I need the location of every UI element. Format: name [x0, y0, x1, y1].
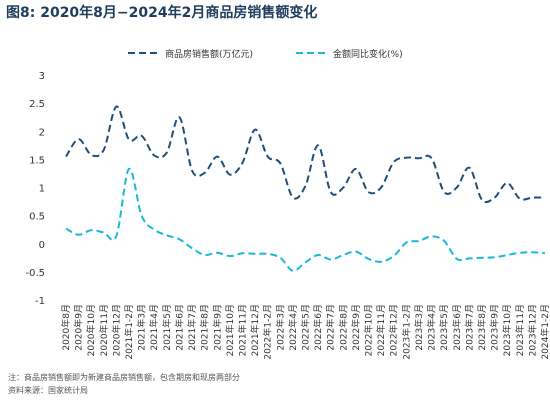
- x-tick-label: 2022年5月: [300, 304, 312, 351]
- x-tick-label: 2021年12月: [249, 304, 261, 356]
- y-tick-label: 1: [39, 184, 45, 195]
- x-tick-label: 2023年3月: [413, 304, 425, 351]
- x-tick-label: 2022年12月: [388, 304, 400, 356]
- chart-axes: -1 -0.5 0 0.5 1 1.5 2 2.5 3: [25, 71, 45, 307]
- y-tick-label: 3: [39, 71, 45, 82]
- x-tick-label: 2021年11月: [236, 304, 248, 356]
- y-tick-label: 1.5: [29, 155, 45, 166]
- y-tick-label: 2.5: [29, 99, 45, 110]
- chart-title: 图8: 2020年8月−2024年2月商品房销售额变化: [6, 5, 318, 21]
- x-tick-label: 2023年7月: [463, 304, 475, 351]
- x-tick-label: 2020年10月: [85, 304, 97, 356]
- y-tick-label: 0.5: [29, 212, 45, 223]
- data-point: [392, 255, 395, 258]
- legend-label-1: 商品房销售额(万亿元): [165, 48, 253, 60]
- data-point: [342, 253, 345, 256]
- x-tick-label: 2021年5月: [161, 304, 173, 351]
- x-tick-label: 2021年3月: [136, 304, 148, 351]
- footnote-note: 注：商品房销售额即为新建商品房销售额，包含期房和现房两部分: [8, 373, 240, 382]
- x-tick-label: 2024年1-2月: [539, 304, 550, 360]
- x-tick-label: 2022年9月: [350, 304, 362, 351]
- x-tick-label: 2023年4月: [426, 304, 438, 351]
- x-tick-label: 2023年6月: [451, 304, 463, 351]
- y-tick-label: -1: [35, 296, 45, 307]
- data-point: [531, 196, 534, 199]
- x-tick-label: 2023年10月: [501, 304, 513, 356]
- y-tick-label: 0: [39, 240, 45, 251]
- x-tick-label: 2021年7月: [186, 304, 198, 351]
- x-axis-tick-labels: 2020年8月 2020年9月 2020年10月 2020年11月 2020年12月 20…: [60, 304, 550, 360]
- x-tick-label: 2022年4月: [287, 304, 299, 351]
- data-point: [430, 235, 433, 238]
- x-tick-label: 2023年9月: [489, 304, 501, 351]
- x-tick-label: 2021年8月: [199, 304, 211, 351]
- x-tick-label: 2021年9月: [211, 304, 223, 351]
- x-tick-label: 2022年8月: [337, 304, 349, 351]
- series-line-1: [65, 105, 546, 204]
- y-tick-label: -0.5: [25, 268, 45, 279]
- data-point: [291, 196, 294, 199]
- x-tick-label: 2021年4月: [148, 304, 160, 351]
- data-point: [443, 190, 446, 193]
- x-tick-label: 2023年5月: [438, 304, 450, 351]
- legend-label-2: 金额同比变化(%): [333, 48, 403, 60]
- x-tick-label: 2021年1-2月: [123, 304, 135, 360]
- data-point: [543, 196, 546, 199]
- y-tick-label: 2: [39, 127, 45, 138]
- x-tick-label: 2023年12月: [526, 304, 538, 356]
- x-tick-label: 2023年8月: [476, 304, 488, 351]
- x-tick-label: 2021年10月: [224, 304, 236, 356]
- x-tick-label: 2022年6月: [312, 304, 324, 351]
- x-tick-label: 2022年3月: [274, 304, 286, 351]
- footnote-source: 资料来源：国家统计局: [8, 386, 88, 395]
- line-chart: 商品房销售额(万亿元) 金额同比变化(%) -1 -0.5 0 0.5 1 1.5 2 2.5 3…: [25, 48, 550, 360]
- x-tick-label: 2021年6月: [173, 304, 185, 351]
- x-tick-label: 2022年11月: [375, 304, 387, 356]
- legend: 商品房销售额(万亿元) 金额同比变化(%): [128, 48, 403, 60]
- x-tick-label: 2020年12月: [110, 304, 122, 356]
- x-tick-label: 2023年11月: [514, 304, 526, 356]
- x-tick-label: 2020年11月: [98, 304, 110, 356]
- x-tick-label: 2020年8月: [60, 304, 72, 351]
- series-line-2: [65, 167, 546, 272]
- x-tick-label: 2022年7月: [325, 304, 337, 351]
- x-tick-label: 2022年1-2月: [262, 304, 274, 360]
- chart-lines: [65, 105, 546, 272]
- x-tick-label: 2022年10月: [363, 304, 375, 356]
- x-tick-label: 2020年9月: [73, 304, 85, 351]
- x-tick-label: 2023年1-2月: [400, 304, 412, 360]
